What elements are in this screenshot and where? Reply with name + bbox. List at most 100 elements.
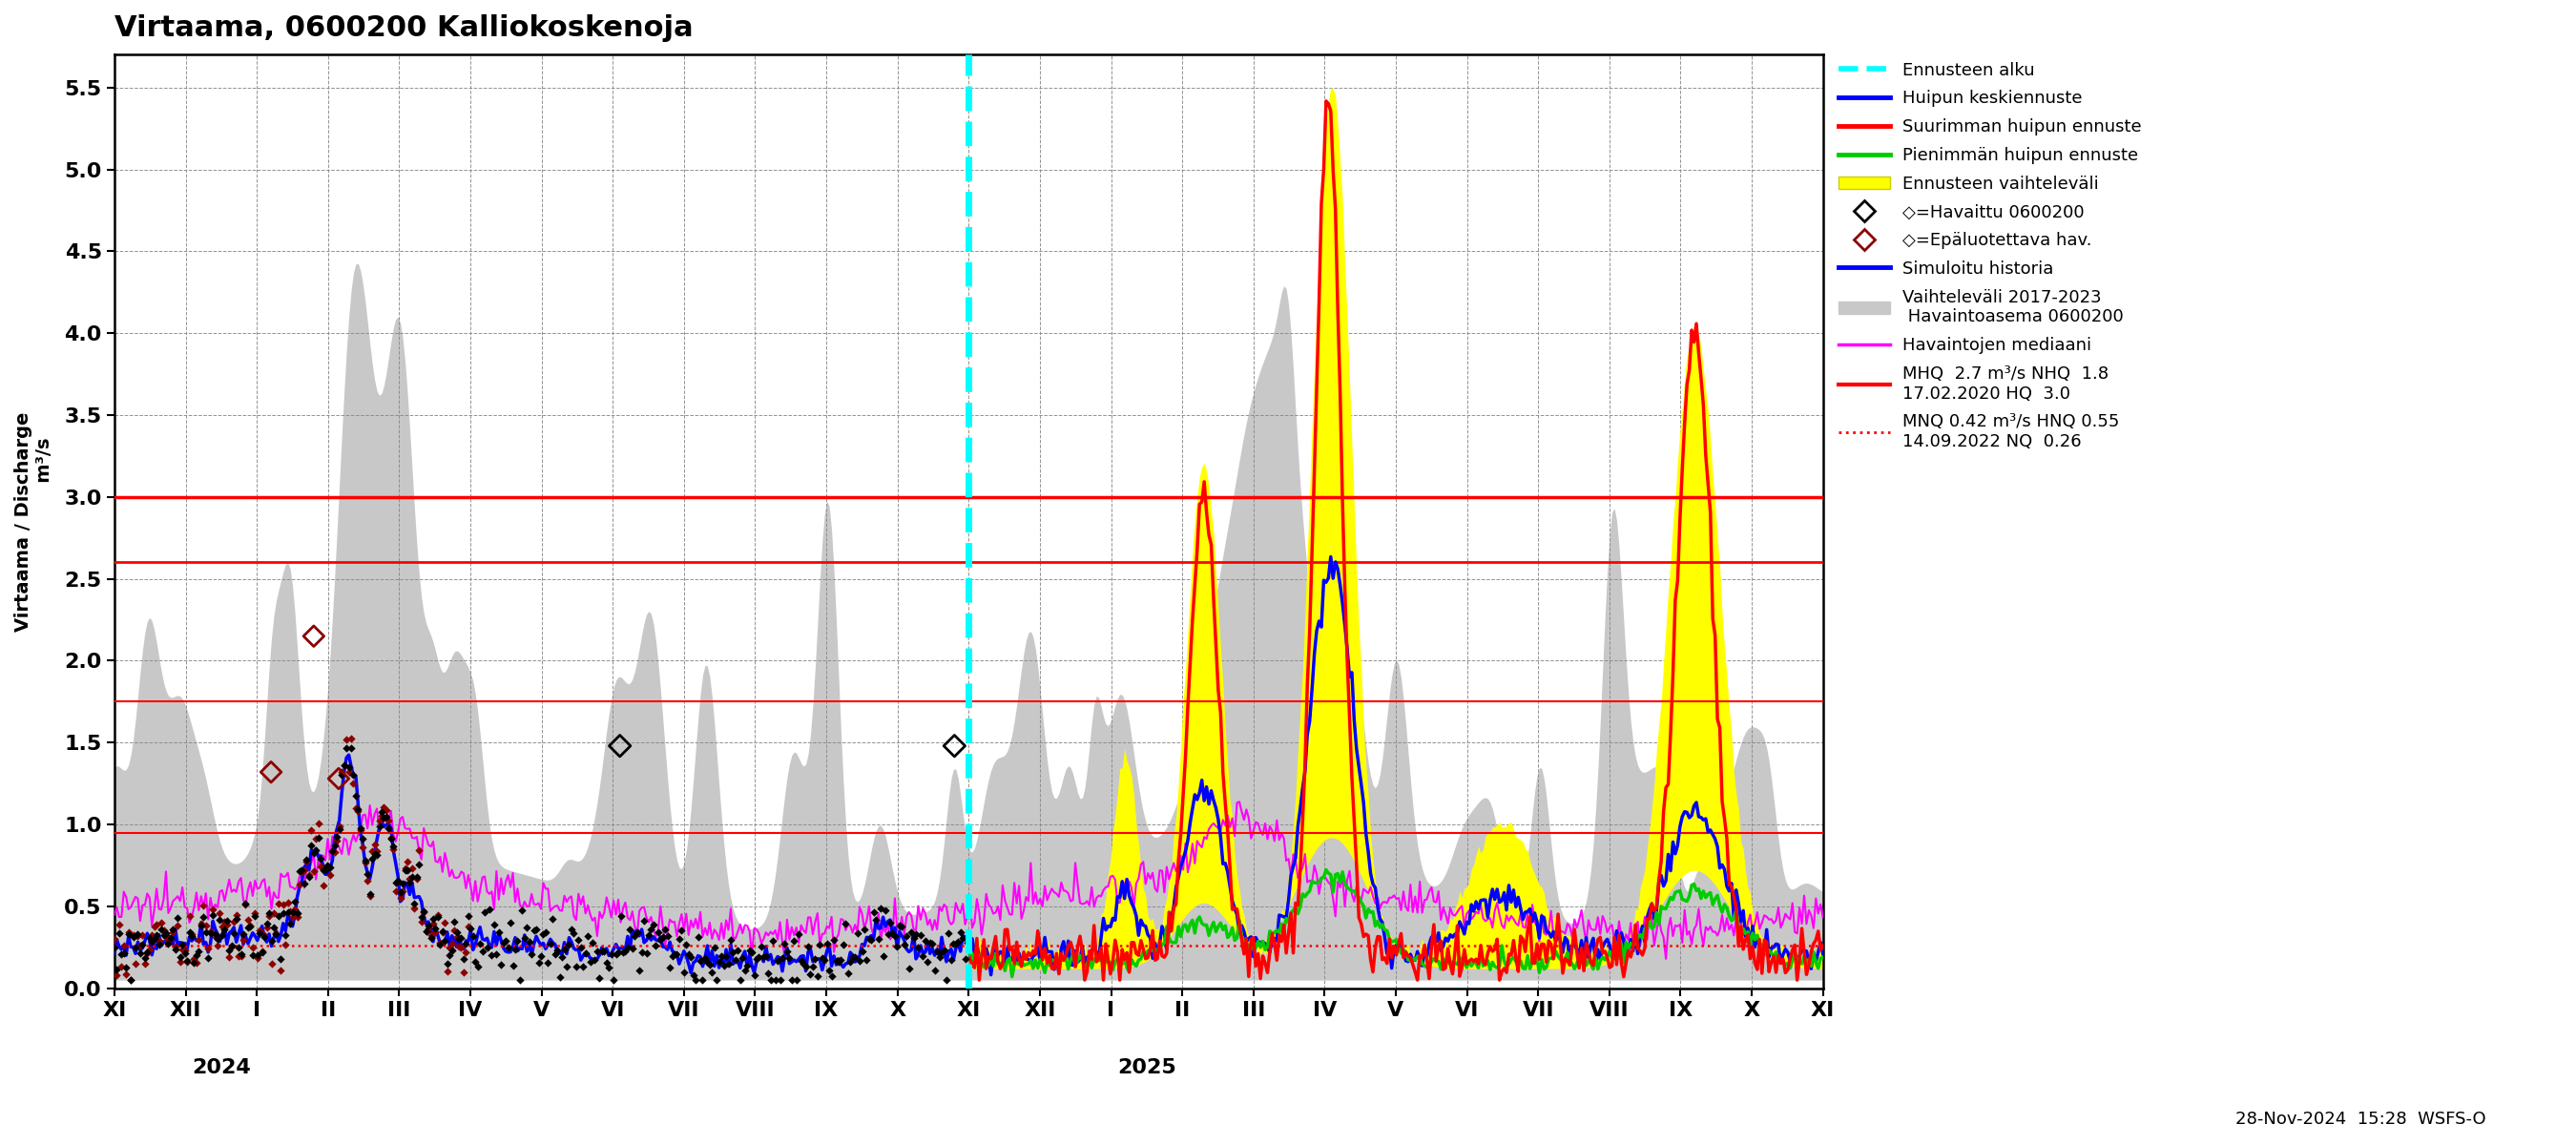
Point — [193, 906, 234, 924]
Point — [229, 917, 270, 935]
Point — [417, 908, 459, 926]
Point — [368, 811, 410, 829]
Point — [520, 947, 562, 965]
Point — [260, 962, 301, 980]
Point — [546, 957, 587, 976]
Point — [438, 930, 479, 948]
Point — [273, 893, 314, 911]
Point — [340, 821, 381, 839]
Point — [188, 949, 229, 968]
Point — [118, 925, 160, 943]
Point — [886, 926, 927, 945]
Point — [580, 969, 621, 987]
Point — [384, 861, 425, 879]
Point — [170, 924, 211, 942]
Point — [307, 856, 348, 875]
Point — [294, 627, 335, 646]
Point — [276, 905, 317, 923]
Point — [325, 756, 366, 774]
Point — [484, 932, 526, 950]
Point — [639, 931, 680, 949]
Point — [224, 895, 265, 914]
Point — [335, 798, 376, 816]
Point — [634, 915, 675, 933]
Point — [430, 939, 471, 957]
Point — [198, 905, 240, 923]
Point — [368, 820, 410, 838]
Point — [93, 930, 134, 948]
Point — [533, 946, 574, 964]
Point — [819, 953, 860, 971]
Point — [435, 923, 477, 941]
Point — [361, 803, 402, 821]
Point — [397, 870, 438, 889]
Point — [139, 935, 180, 954]
Point — [139, 932, 180, 950]
Point — [196, 929, 237, 947]
Point — [245, 927, 286, 946]
Point — [180, 916, 222, 934]
Point — [255, 924, 296, 942]
Point — [222, 947, 263, 965]
Point — [131, 932, 173, 950]
Point — [183, 908, 224, 926]
Point — [510, 945, 551, 963]
Point — [242, 942, 283, 961]
Point — [917, 942, 958, 961]
Point — [118, 927, 160, 946]
Point — [379, 871, 420, 890]
Point — [299, 829, 340, 847]
Point — [829, 953, 871, 971]
Point — [386, 861, 428, 879]
Point — [188, 939, 229, 957]
Point — [430, 934, 471, 953]
Point — [149, 929, 191, 947]
Point — [332, 766, 374, 784]
Point — [307, 858, 348, 876]
Point — [734, 966, 775, 985]
Point — [247, 914, 289, 932]
Point — [247, 905, 289, 923]
Point — [922, 941, 963, 960]
Point — [551, 921, 592, 939]
Point — [204, 921, 245, 939]
Point — [204, 913, 245, 931]
Point — [762, 949, 804, 968]
Point — [428, 963, 469, 981]
Point — [559, 931, 600, 949]
Point — [515, 921, 556, 939]
Point — [126, 943, 167, 962]
Point — [507, 933, 549, 951]
Point — [255, 925, 296, 943]
Point — [781, 953, 822, 971]
Point — [304, 861, 345, 879]
Point — [355, 846, 397, 864]
Point — [415, 919, 456, 938]
Point — [881, 917, 922, 935]
Point — [129, 940, 170, 958]
Point — [595, 945, 636, 963]
Point — [446, 934, 487, 953]
Point — [214, 913, 255, 931]
Point — [363, 798, 404, 816]
Point — [703, 956, 744, 974]
Point — [554, 924, 595, 942]
Point — [716, 941, 757, 960]
Point — [134, 930, 175, 948]
Point — [389, 870, 430, 889]
Point — [855, 910, 896, 929]
Point — [446, 943, 487, 962]
Point — [358, 812, 399, 830]
Point — [196, 937, 237, 955]
Point — [433, 922, 474, 940]
Point — [191, 922, 232, 940]
Point — [747, 964, 788, 982]
Point — [345, 854, 386, 872]
Point — [157, 917, 198, 935]
Point — [319, 820, 361, 838]
Point — [111, 971, 152, 989]
Point — [933, 935, 974, 954]
Point — [477, 946, 518, 964]
Point — [95, 961, 137, 979]
Point — [118, 945, 160, 963]
